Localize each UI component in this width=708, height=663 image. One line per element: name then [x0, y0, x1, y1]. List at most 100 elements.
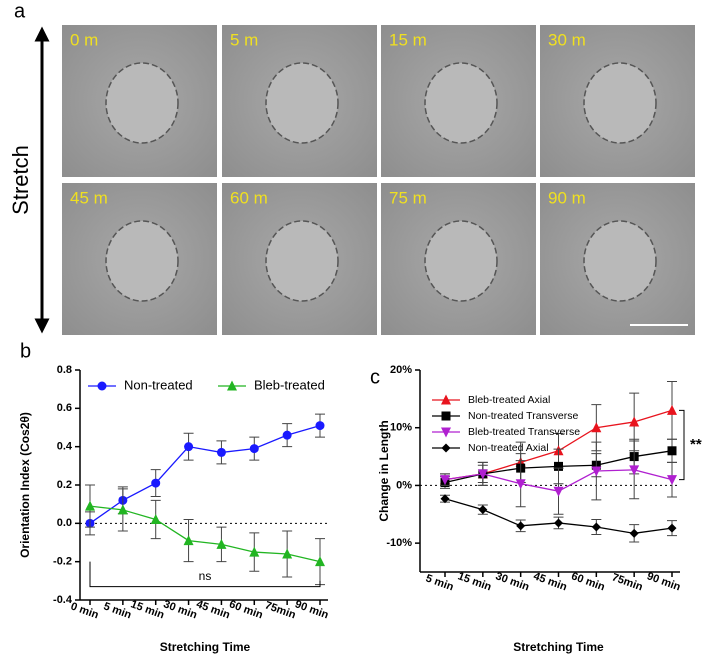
data-point [282, 430, 292, 440]
data-point [150, 514, 161, 524]
image-grid: 0 m 5 m 15 m 30 m 45 m 60 m 75 m 90 m [62, 25, 695, 335]
x-tick-label: 60 min [570, 570, 607, 593]
x-tick-label: 5 min [102, 600, 133, 621]
data-point [183, 535, 194, 546]
cell [424, 220, 498, 302]
x-tick-label: 45 min [532, 570, 569, 593]
data-point [516, 521, 526, 531]
data-point [591, 422, 602, 433]
stretch-label: Stretch [8, 145, 33, 215]
panel-label: c [370, 366, 380, 388]
frame-label: 75 m [389, 188, 427, 207]
x-tick-label: 0 min [69, 600, 100, 621]
data-point [667, 475, 677, 486]
data-point [629, 416, 640, 427]
cell [265, 220, 339, 302]
x-tick-label: 60 min [228, 598, 265, 621]
y-tick-label: 10% [390, 422, 412, 434]
frame-label: 60 m [230, 188, 268, 207]
x-tick-label: 15 min [456, 570, 493, 593]
legend-label: Non-treated Axial [468, 442, 549, 454]
data-point [515, 479, 526, 490]
y-tick-label: -0.4 [53, 594, 73, 606]
data-point [591, 466, 602, 477]
x-tick-label: 5 min [424, 572, 455, 593]
y-axis-title: Change in Length [377, 420, 391, 521]
y-tick-label: 0.6 [57, 402, 72, 414]
x-tick-label: 90 min [293, 598, 330, 621]
data-point [478, 505, 488, 515]
data-point [315, 421, 325, 431]
significance-bracket [679, 409, 685, 481]
annotation: ns [199, 569, 212, 583]
data-point [629, 528, 639, 538]
data-point [85, 500, 95, 511]
x-tick-label: 30 min [162, 598, 199, 621]
data-point [591, 522, 601, 532]
y-tick-label: 20% [390, 364, 412, 376]
frame-label: 45 m [70, 188, 108, 207]
data-point [553, 486, 564, 497]
x-tick-label: 15 min [129, 598, 166, 621]
legend-label: Non-treated Transverse [468, 410, 578, 422]
x-axis-title: Stretching Time [160, 640, 251, 654]
data-point [216, 538, 227, 549]
data-point [249, 444, 259, 454]
annotation: ** [690, 436, 702, 453]
legend-label: Bleb-treated Transverse [468, 426, 580, 438]
ns-bracket [89, 561, 321, 588]
x-axis-title: Stretching Time [513, 640, 604, 654]
legend-marker [441, 411, 451, 421]
legend-marker [227, 380, 237, 391]
series-line [89, 505, 321, 563]
x-tick-label: 45 min [195, 598, 232, 621]
data-point [667, 404, 677, 415]
data-point [554, 518, 563, 528]
frame-label: 5 m [230, 30, 258, 49]
x-tick-label: 90 min [645, 570, 682, 593]
cell [583, 62, 657, 144]
cell [265, 62, 339, 144]
data-point [440, 475, 450, 486]
legend-marker [441, 427, 451, 438]
y-tick-label: 0% [396, 479, 412, 491]
series-line [89, 424, 321, 524]
y-tick-label: 0.8 [57, 364, 72, 376]
data-point [477, 469, 488, 480]
data-point [117, 504, 128, 515]
x-tick-label: 75min [263, 599, 297, 621]
y-axis-title: Orientation Index (Cos2θ) [18, 412, 32, 558]
legend-label: Non-treated [124, 377, 193, 392]
cell [424, 62, 498, 144]
data-point [315, 556, 325, 567]
y-tick-label: 0.4 [57, 441, 73, 453]
panel-label: b [20, 340, 31, 362]
cell [105, 220, 179, 302]
data-point [440, 494, 450, 504]
x-tick-label: 30 min [494, 570, 531, 593]
legend-marker [441, 443, 451, 453]
data-point [216, 447, 226, 457]
y-tick-label: -0.2 [53, 556, 72, 568]
y-tick-label: 0.0 [57, 517, 72, 529]
legend-label: Bleb-treated Axial [468, 394, 550, 406]
data-point [282, 548, 293, 559]
data-point [554, 461, 563, 471]
legend-marker [441, 394, 451, 405]
cell [105, 62, 179, 144]
legend-marker [97, 381, 107, 391]
data-point [629, 465, 640, 476]
y-tick-label: 0.2 [57, 479, 72, 491]
legend-label: Bleb-treated [254, 377, 325, 392]
data-point [667, 523, 677, 533]
data-point [184, 442, 194, 452]
panel-label: a [14, 0, 26, 22]
x-tick-label: 75min [610, 571, 644, 593]
y-tick-label: -10% [386, 537, 412, 549]
frame-label: 90 m [548, 188, 586, 207]
cell [583, 220, 657, 302]
data-point [667, 446, 677, 456]
data-point [249, 546, 260, 557]
frame-label: 15 m [389, 30, 427, 49]
